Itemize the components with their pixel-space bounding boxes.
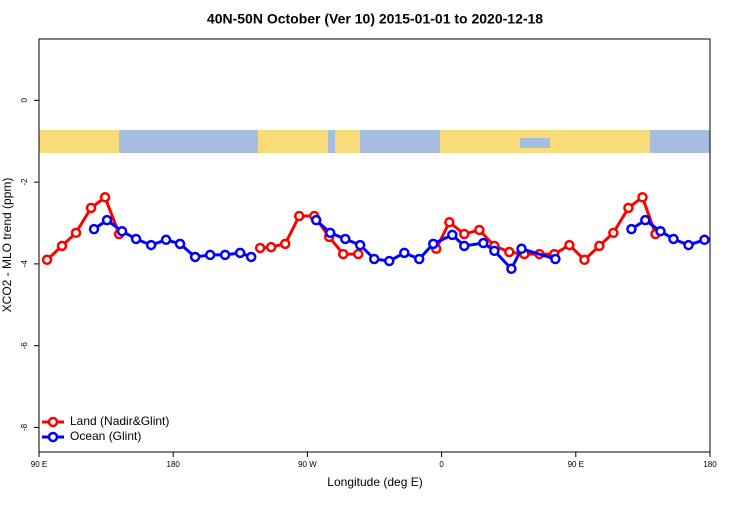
y-tick-label: 0 [20, 98, 29, 103]
point [478, 237, 489, 249]
legend-marker [47, 431, 59, 443]
series-line [46, 194, 657, 262]
y-axis-label: XCO2 - MLO trend (ppm) [0, 178, 14, 313]
point [668, 233, 679, 245]
point [504, 246, 515, 258]
legend-marker [47, 416, 59, 428]
point [655, 225, 666, 237]
x-tick-label: 180 [167, 460, 181, 469]
point [234, 247, 246, 259]
point [245, 251, 257, 263]
point [116, 225, 128, 237]
point [683, 239, 694, 251]
point [101, 214, 113, 226]
point [41, 254, 53, 266]
point [626, 223, 637, 235]
map-strip [39, 130, 710, 153]
point [399, 247, 410, 259]
point [293, 210, 305, 222]
point [564, 239, 575, 251]
point [384, 255, 395, 267]
point [56, 240, 68, 252]
x-tick-label: 0 [439, 460, 444, 469]
point [145, 239, 157, 251]
point [550, 253, 561, 265]
point [189, 251, 201, 263]
point [623, 202, 634, 214]
point [608, 227, 619, 239]
point [699, 234, 710, 246]
point [368, 253, 380, 265]
point [254, 242, 266, 254]
chart-title: 40N-50N October (Ver 10) 2015-01-01 to 2… [207, 11, 543, 27]
point [279, 238, 291, 250]
y-tick-label: -4 [20, 260, 29, 268]
point [99, 191, 111, 203]
point [204, 249, 216, 261]
plot-frame [38, 38, 711, 453]
point [459, 228, 470, 240]
legend-label: Land (Nadir&Glint) [70, 414, 169, 428]
x-tick-label: 90 E [568, 460, 584, 469]
point [489, 245, 500, 257]
point [310, 214, 322, 226]
y-tick-label: -8 [20, 423, 29, 431]
point [70, 227, 82, 239]
x-tick-label: 90 E [31, 460, 47, 469]
point [594, 240, 605, 252]
point [85, 202, 97, 214]
y-tick-label: -2 [20, 178, 29, 186]
point [640, 214, 651, 226]
x-axis-label: Longitude (deg E) [327, 475, 422, 489]
point [474, 224, 485, 236]
point [427, 238, 439, 250]
point [340, 233, 351, 245]
point [444, 216, 455, 228]
y-tick-label: -6 [20, 342, 29, 350]
point [265, 241, 277, 253]
point [352, 248, 364, 260]
point [337, 248, 349, 260]
point [459, 240, 470, 252]
point [130, 233, 142, 245]
series-line [93, 218, 705, 272]
x-tick-label: 180 [703, 460, 717, 469]
point [174, 238, 186, 250]
point [637, 191, 648, 203]
x-tick-label: 90 W [298, 460, 317, 469]
point [447, 229, 458, 241]
point [516, 243, 527, 255]
point [354, 239, 366, 251]
point [160, 234, 172, 246]
point [413, 253, 425, 265]
point [324, 227, 336, 239]
legend-label: Ocean (Glint) [70, 429, 141, 443]
point [219, 249, 231, 261]
point [579, 254, 590, 266]
point [506, 263, 517, 275]
point [88, 223, 100, 235]
